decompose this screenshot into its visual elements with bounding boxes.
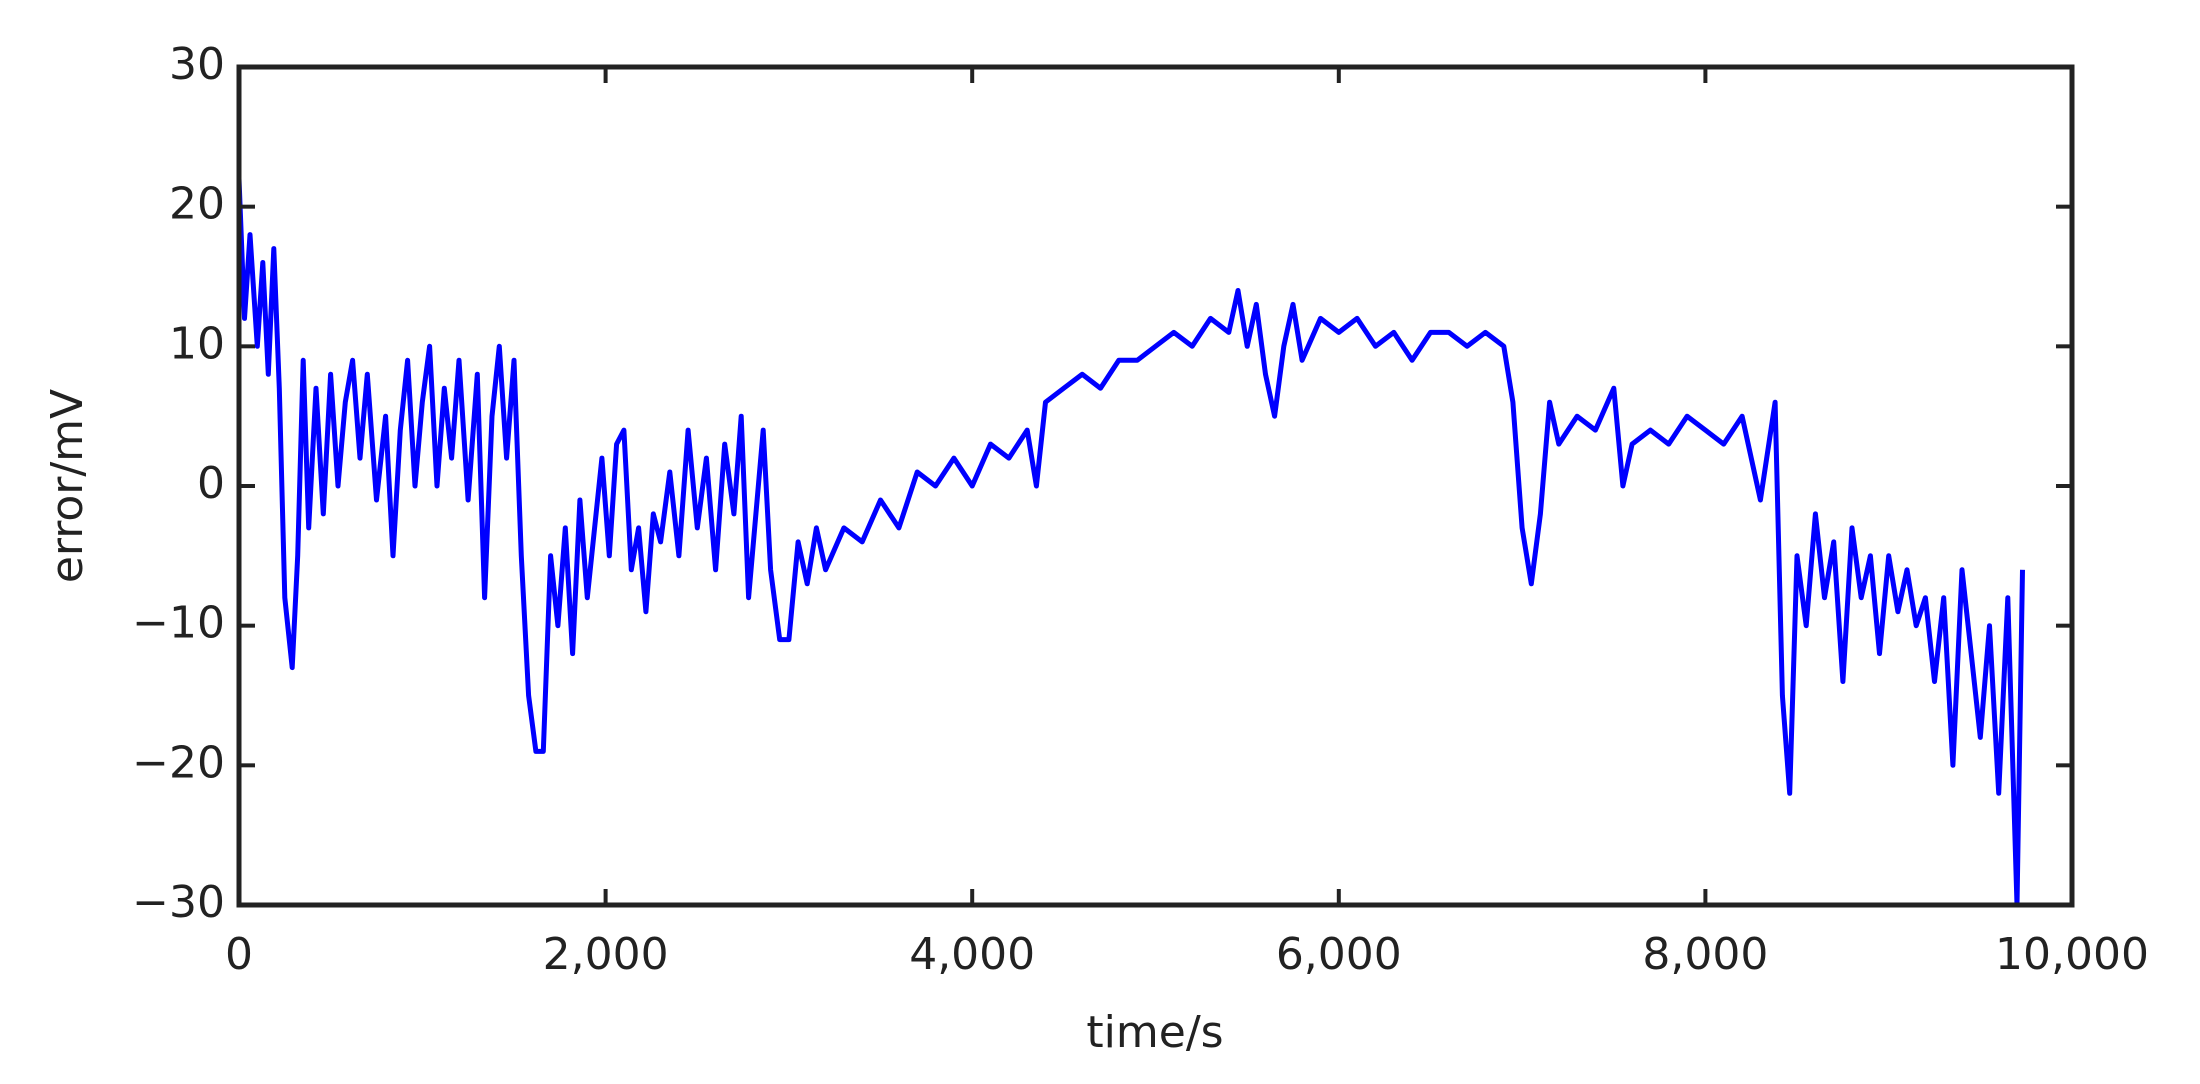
x-tick-label: 10,000 (1995, 929, 2149, 980)
plot-frame (236, 64, 2075, 908)
y-tick-label: −20 (132, 737, 225, 788)
y-tick-label: −30 (132, 877, 225, 928)
y-tick-label: 10 (169, 318, 225, 369)
y-tick-label: 20 (169, 179, 225, 230)
x-tick-label: 8,000 (1642, 929, 1768, 980)
y-axis-label: error/mV (42, 389, 93, 583)
data-line (236, 178, 2025, 908)
x-tick-label: 6,000 (1276, 929, 1402, 980)
x-tick-label: 0 (225, 929, 253, 980)
x-tick-label: 4,000 (909, 929, 1035, 980)
x-tick-label: 2,000 (543, 929, 669, 980)
y-tick-label: 30 (169, 39, 225, 90)
y-tick-label: −10 (132, 598, 225, 649)
x-axis-label: time/s (1086, 1007, 1223, 1058)
y-tick-label: 0 (197, 458, 225, 509)
